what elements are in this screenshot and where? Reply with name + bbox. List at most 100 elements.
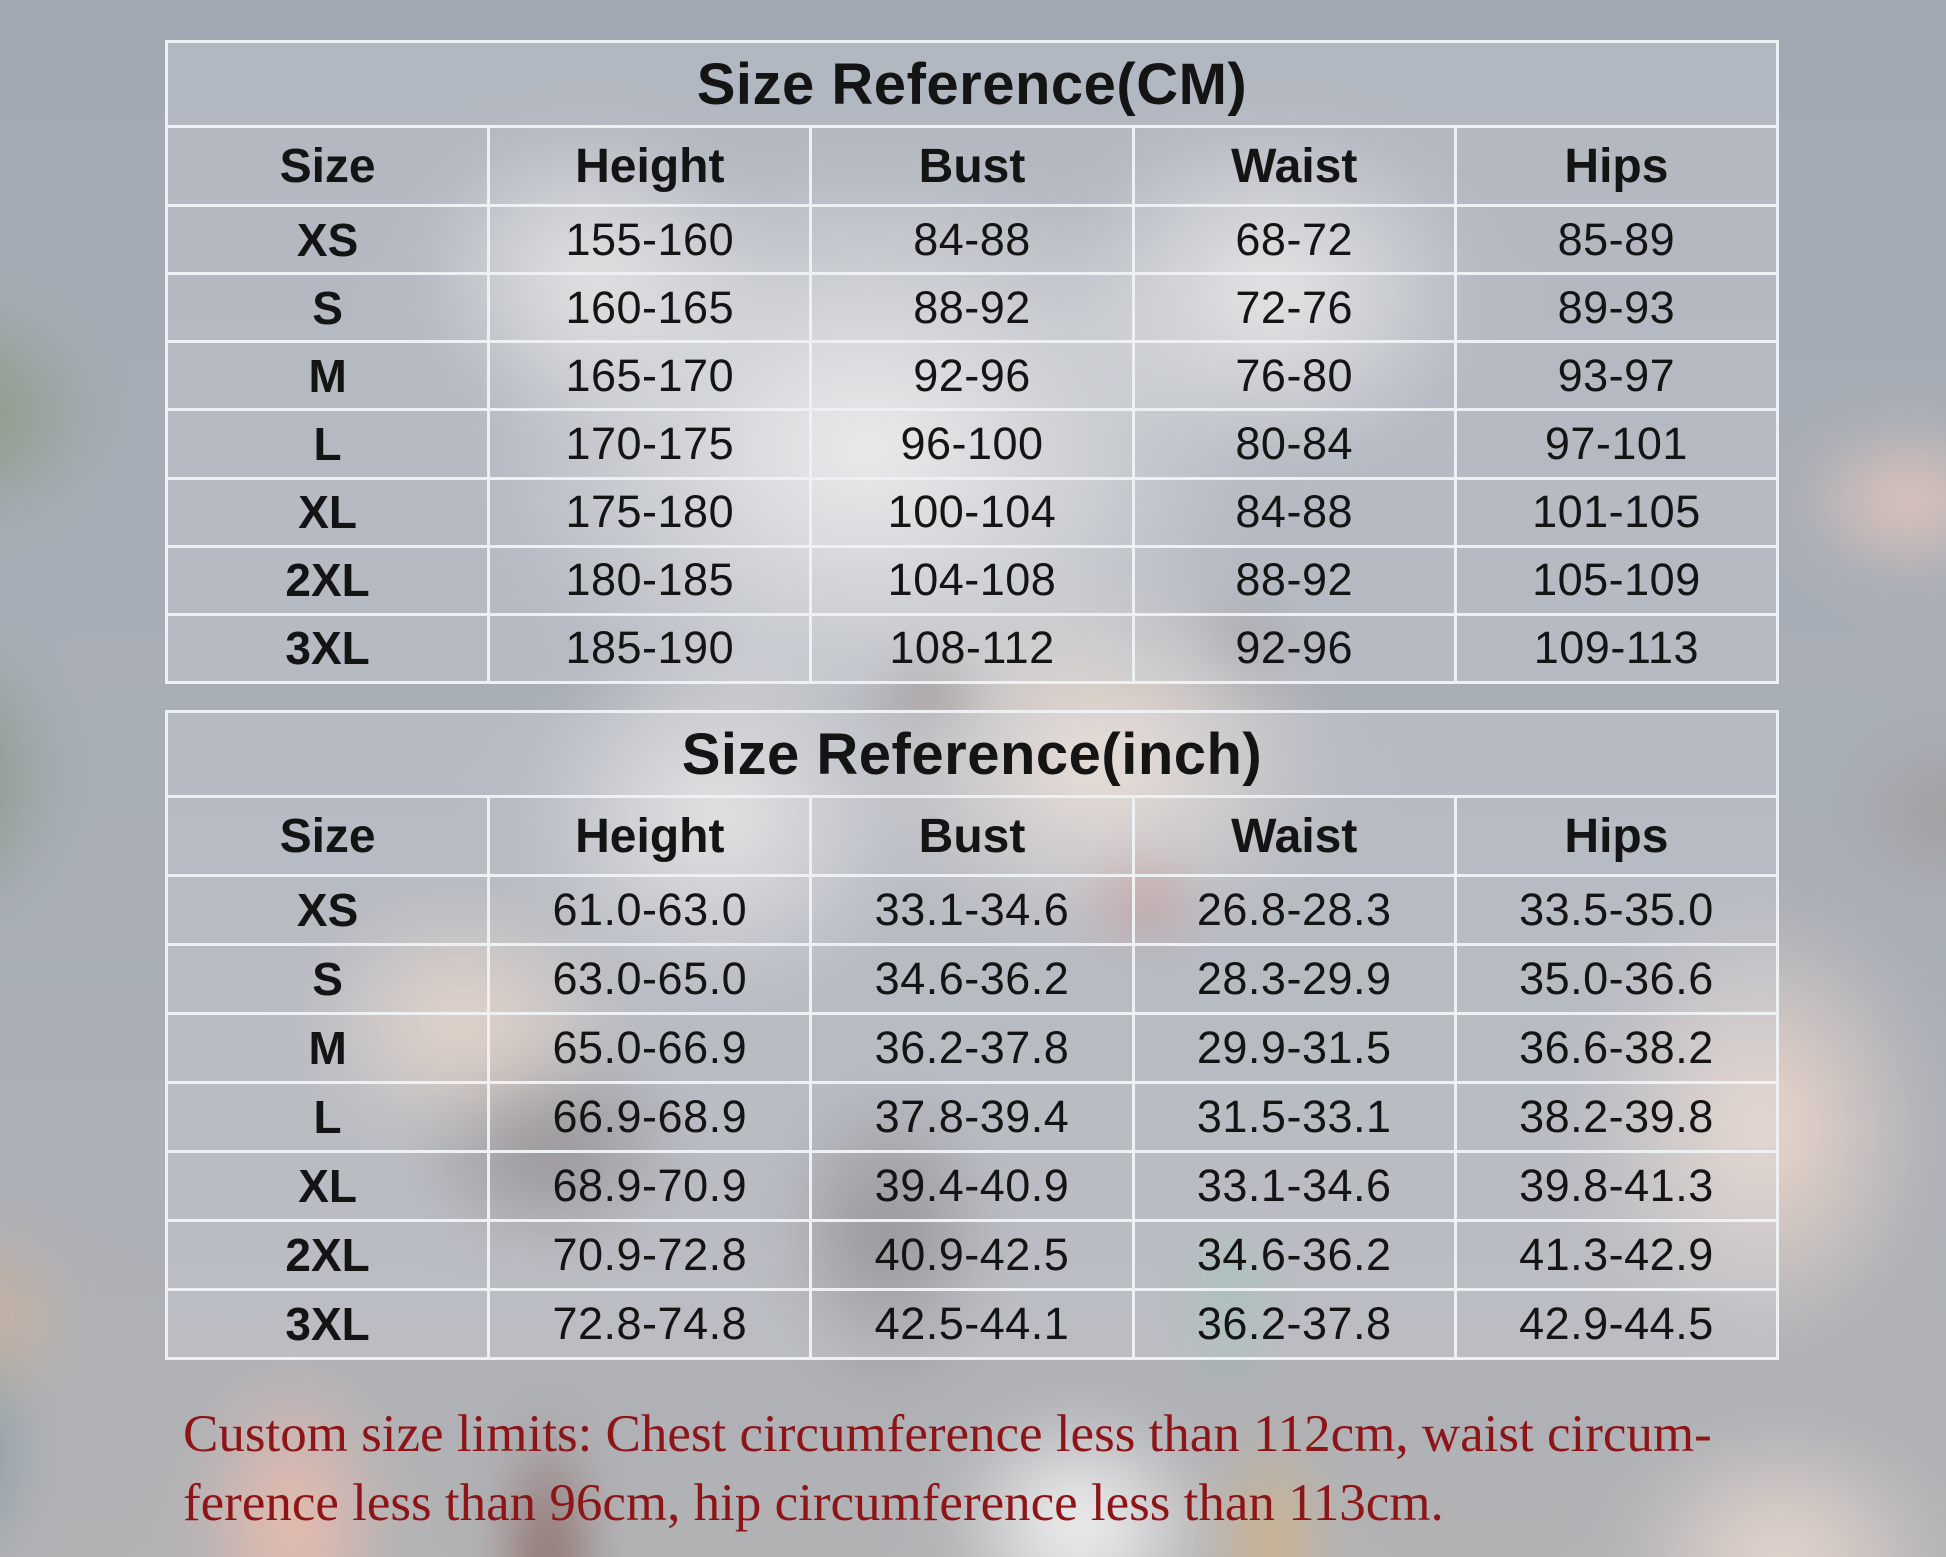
value-cell: 84-88 bbox=[1131, 479, 1454, 545]
table-row-s: S 160-165 88-92 72-76 89-93 bbox=[168, 272, 1776, 341]
value-cell: 26.8-28.3 bbox=[1131, 877, 1454, 943]
table-header-row-inch: Size Height Bust Waist Hips bbox=[168, 795, 1776, 874]
size-label: M bbox=[308, 1022, 347, 1074]
value-cell: 101-105 bbox=[1453, 479, 1776, 545]
custom-size-note: Custom size limits: Chest circumference … bbox=[183, 1400, 1823, 1538]
value-cell: 33.1-34.6 bbox=[809, 877, 1131, 943]
table-row-xl: XL 68.9-70.9 39.4-40.9 33.1-34.6 39.8-41.3 bbox=[168, 1150, 1776, 1219]
value-cell: 41.3-42.9 bbox=[1453, 1222, 1776, 1288]
value-cell: 185-190 bbox=[487, 615, 809, 681]
table-title-cm: Size Reference(CM) bbox=[696, 51, 1248, 117]
size-label: S bbox=[312, 953, 343, 1005]
table-row-2xl: 2XL 70.9-72.8 40.9-42.5 34.6-36.2 41.3-42.9 bbox=[168, 1219, 1776, 1288]
value-cell: 93-97 bbox=[1453, 343, 1776, 409]
value-cell: 35.0-36.6 bbox=[1453, 946, 1776, 1012]
value-cell: 34.6-36.2 bbox=[809, 946, 1131, 1012]
size-label: 3XL bbox=[285, 622, 370, 675]
table-title-inch: Size Reference(inch) bbox=[681, 721, 1263, 787]
value-cell: 109-113 bbox=[1453, 615, 1776, 681]
value-cell: 155-160 bbox=[487, 207, 809, 273]
column-header-bust: Bust bbox=[809, 798, 1131, 874]
value-cell: 92-96 bbox=[1131, 615, 1454, 681]
value-cell: 100-104 bbox=[809, 479, 1131, 545]
value-cell: 165-170 bbox=[487, 343, 809, 409]
size-table-inch: Size Reference(inch) Size Height Bust Waist… bbox=[165, 710, 1779, 1360]
value-cell: 33.1-34.6 bbox=[1131, 1153, 1454, 1219]
value-cell: 39.4-40.9 bbox=[809, 1153, 1131, 1219]
custom-size-note-line-2: ference less than 96cm, hip circumferenc… bbox=[183, 1474, 1444, 1532]
value-cell: 180-185 bbox=[487, 547, 809, 613]
value-cell: 92-96 bbox=[809, 343, 1131, 409]
value-cell: 88-92 bbox=[809, 275, 1131, 341]
value-cell: 80-84 bbox=[1131, 411, 1454, 477]
column-header-waist: Waist bbox=[1131, 798, 1454, 874]
value-cell: 88-92 bbox=[1131, 547, 1454, 613]
table-row-3xl: 3XL 72.8-74.8 42.5-44.1 36.2-37.8 42.9-44.5 bbox=[168, 1288, 1776, 1357]
value-cell: 89-93 bbox=[1453, 275, 1776, 341]
value-cell: 84-88 bbox=[809, 207, 1131, 273]
value-cell: 175-180 bbox=[487, 479, 809, 545]
table-row-m: M 65.0-66.9 36.2-37.8 29.9-31.5 36.6-38.2 bbox=[168, 1012, 1776, 1081]
column-header-size: Size bbox=[279, 139, 376, 193]
value-cell: 85-89 bbox=[1453, 207, 1776, 273]
column-header-bust: Bust bbox=[809, 128, 1131, 204]
value-cell: 29.9-31.5 bbox=[1131, 1015, 1454, 1081]
value-cell: 65.0-66.9 bbox=[487, 1015, 809, 1081]
value-cell: 38.2-39.8 bbox=[1453, 1084, 1776, 1150]
value-cell: 76-80 bbox=[1131, 343, 1454, 409]
value-cell: 70.9-72.8 bbox=[487, 1222, 809, 1288]
value-cell: 36.2-37.8 bbox=[809, 1015, 1131, 1081]
value-cell: 104-108 bbox=[809, 547, 1131, 613]
size-label: XS bbox=[296, 884, 359, 936]
size-label: S bbox=[312, 281, 343, 334]
table-body-cm: XS 155-160 84-88 68-72 85-89 S 160-165 88-92 72-… bbox=[168, 204, 1776, 681]
table-row-xl: XL 175-180 100-104 84-88 101-105 bbox=[168, 476, 1776, 545]
table-title-row-cm: Size Reference(CM) bbox=[168, 43, 1776, 125]
column-header-waist: Waist bbox=[1131, 128, 1454, 204]
value-cell: 42.9-44.5 bbox=[1453, 1291, 1776, 1357]
value-cell: 34.6-36.2 bbox=[1131, 1222, 1454, 1288]
value-cell: 63.0-65.0 bbox=[487, 946, 809, 1012]
column-header-hips: Hips bbox=[1453, 798, 1776, 874]
column-header-height: Height bbox=[487, 798, 809, 874]
table-row-m: M 165-170 92-96 76-80 93-97 bbox=[168, 340, 1776, 409]
size-label: XL bbox=[298, 1160, 357, 1212]
value-cell: 105-109 bbox=[1453, 547, 1776, 613]
size-table-cm: Size Reference(CM) Size Height Bust Waist Hi… bbox=[165, 40, 1779, 684]
table-row-s: S 63.0-65.0 34.6-36.2 28.3-29.9 35.0-36.6 bbox=[168, 943, 1776, 1012]
value-cell: 170-175 bbox=[487, 411, 809, 477]
table-row-3xl: 3XL 185-190 108-112 92-96 109-113 bbox=[168, 612, 1776, 681]
value-cell: 61.0-63.0 bbox=[487, 877, 809, 943]
value-cell: 36.6-38.2 bbox=[1453, 1015, 1776, 1081]
table-header-row-cm: Size Height Bust Waist Hips bbox=[168, 125, 1776, 204]
value-cell: 68.9-70.9 bbox=[487, 1153, 809, 1219]
table-row-2xl: 2XL 180-185 104-108 88-92 105-109 bbox=[168, 544, 1776, 613]
value-cell: 68-72 bbox=[1131, 207, 1454, 273]
value-cell: 97-101 bbox=[1453, 411, 1776, 477]
value-cell: 28.3-29.9 bbox=[1131, 946, 1454, 1012]
value-cell: 66.9-68.9 bbox=[487, 1084, 809, 1150]
size-label: XS bbox=[296, 213, 359, 266]
size-label: XL bbox=[298, 486, 357, 539]
custom-size-note-line-1: Custom size limits: Chest circumference … bbox=[183, 1405, 1712, 1463]
value-cell: 72-76 bbox=[1131, 275, 1454, 341]
value-cell: 33.5-35.0 bbox=[1453, 877, 1776, 943]
size-label: M bbox=[308, 349, 347, 402]
size-label: 2XL bbox=[285, 554, 370, 607]
column-header-height: Height bbox=[487, 128, 809, 204]
value-cell: 40.9-42.5 bbox=[809, 1222, 1131, 1288]
table-body-inch: XS 61.0-63.0 33.1-34.6 26.8-28.3 33.5-35.0 S 6… bbox=[168, 874, 1776, 1357]
size-label: 3XL bbox=[285, 1298, 370, 1350]
value-cell: 39.8-41.3 bbox=[1453, 1153, 1776, 1219]
value-cell: 108-112 bbox=[809, 615, 1131, 681]
table-title-row-inch: Size Reference(inch) bbox=[168, 713, 1776, 795]
value-cell: 72.8-74.8 bbox=[487, 1291, 809, 1357]
size-label: L bbox=[313, 417, 342, 470]
value-cell: 31.5-33.1 bbox=[1131, 1084, 1454, 1150]
table-row-l: L 66.9-68.9 37.8-39.4 31.5-33.1 38.2-39.8 bbox=[168, 1081, 1776, 1150]
size-label: 2XL bbox=[285, 1229, 370, 1281]
size-label: L bbox=[313, 1091, 342, 1143]
value-cell: 96-100 bbox=[809, 411, 1131, 477]
column-header-hips: Hips bbox=[1453, 128, 1776, 204]
